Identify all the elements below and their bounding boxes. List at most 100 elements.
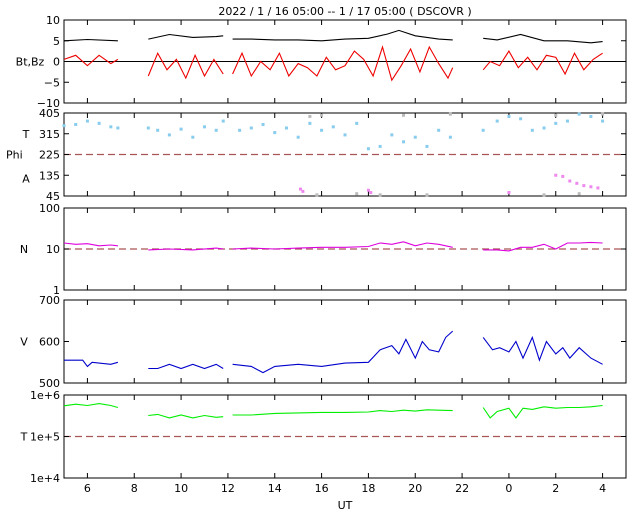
y-tick-label: 100 [39,202,60,215]
data-point-theta [495,119,499,123]
y-axis-label-magnetic-field: Bt,Bz [16,56,45,69]
data-point-theta [601,119,605,123]
data-point-phi [301,189,305,193]
y-tick-label: 1e+5 [30,431,60,444]
y-tick-label: 600 [39,336,60,349]
x-tick-label: 20 [408,482,422,495]
data-point-theta [85,119,89,123]
y-axis-label-theta: T [22,128,30,141]
data-point-theta [402,140,406,144]
data-point-theta [167,133,171,137]
data-point-phi-gray [308,114,312,118]
y-tick-label: 1e+6 [30,389,60,402]
data-point-theta [308,121,312,125]
data-point-phi-gray [554,113,558,117]
data-point-phi [507,191,511,195]
y-axis-label-phi: Phi [6,149,23,162]
x-tick-label: 10 [174,482,188,495]
series-line-temp [148,413,224,419]
data-point-theta [221,119,225,123]
data-point-theta [366,147,370,151]
data-point-theta [238,128,242,132]
data-point-phi [561,174,565,178]
series-line-bz [147,51,224,80]
x-tick-label: 4 [599,482,606,495]
data-point-theta [191,135,195,139]
x-tick-label: 8 [131,482,138,495]
x-axis-label: UT [338,499,353,512]
data-point-theta [390,133,394,137]
data-point-phi-gray [542,193,546,197]
x-tick-label: 18 [361,482,375,495]
data-point-phi [575,181,579,185]
series-line-speed [64,359,119,368]
data-point-phi-gray [320,113,324,117]
data-point-theta [448,135,452,139]
panel-frame-speed [63,299,627,384]
data-point-theta [519,117,523,121]
series-line-bt [63,38,118,42]
y-axis-label-density: N [20,243,28,256]
y-tick-label: 135 [39,169,60,182]
data-point-theta [296,135,300,139]
data-point-theta [565,119,569,123]
data-point-theta [437,128,441,132]
data-point-theta [273,131,277,135]
series-line-bz [232,45,454,82]
data-point-phi-gray [425,193,429,197]
series-line-density [148,247,224,251]
x-tick-label: 6 [84,482,91,495]
x-tick-label: 14 [268,482,282,495]
y-tick-label: 10 [46,14,60,27]
series-line-bz [63,54,119,67]
data-point-theta [542,126,546,130]
series-line-temp [232,409,453,416]
x-tick-label: 16 [315,482,329,495]
data-point-phi [596,186,600,190]
data-point-theta [577,112,581,116]
data-point-theta [589,114,593,118]
y-axis-label-alpha: A [22,173,30,186]
x-tick-label: 22 [455,482,469,495]
series-line-speed [148,363,224,370]
series-line-speed [232,330,454,374]
series-line-density [232,241,453,250]
y-tick-label: 1e+4 [30,472,60,485]
data-point-theta [554,121,558,125]
y-tick-label: 45 [46,190,60,203]
chart-title: 2022 / 1 / 16 05:00 -- 1 / 17 05:00 ( DS… [218,5,471,18]
data-point-theta [179,127,183,131]
data-point-theta [109,125,113,129]
series-line-bt [483,33,603,44]
data-point-phi-gray [315,193,319,197]
data-point-theta [378,144,382,148]
data-point-phi-gray [402,113,406,117]
data-point-phi [366,188,370,192]
series-line-density [63,242,118,247]
series-line-bt [148,33,224,40]
data-point-theta [249,126,253,130]
data-point-theta [331,125,335,129]
data-point-phi [554,173,558,177]
data-point-phi [568,179,572,183]
data-point-theta [320,128,324,132]
data-point-theta [74,123,78,127]
x-tick-label: 2 [552,482,559,495]
y-tick-label: 225 [39,149,60,162]
data-point-phi [369,191,373,195]
data-point-theta [343,133,347,137]
y-tick-label: 405 [39,107,60,120]
y-tick-label: 315 [39,128,60,141]
series-line-temp [63,403,119,409]
y-tick-label: 5 [53,35,60,48]
data-point-theta [355,121,359,125]
x-tick-label: 12 [221,482,235,495]
data-point-theta [507,114,511,118]
series-line-speed [482,335,603,365]
data-point-theta [97,121,101,125]
y-axis-label-speed: V [20,336,28,349]
y-tick-label: 1 [53,284,60,297]
data-point-theta [261,123,265,127]
